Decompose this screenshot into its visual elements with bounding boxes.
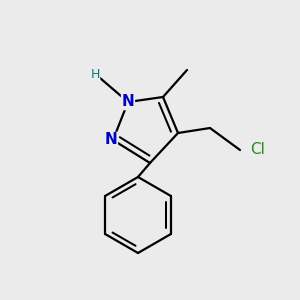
Text: N: N [122, 94, 134, 110]
Text: Cl: Cl [250, 142, 266, 158]
Text: H: H [90, 68, 100, 82]
Text: N: N [105, 133, 117, 148]
